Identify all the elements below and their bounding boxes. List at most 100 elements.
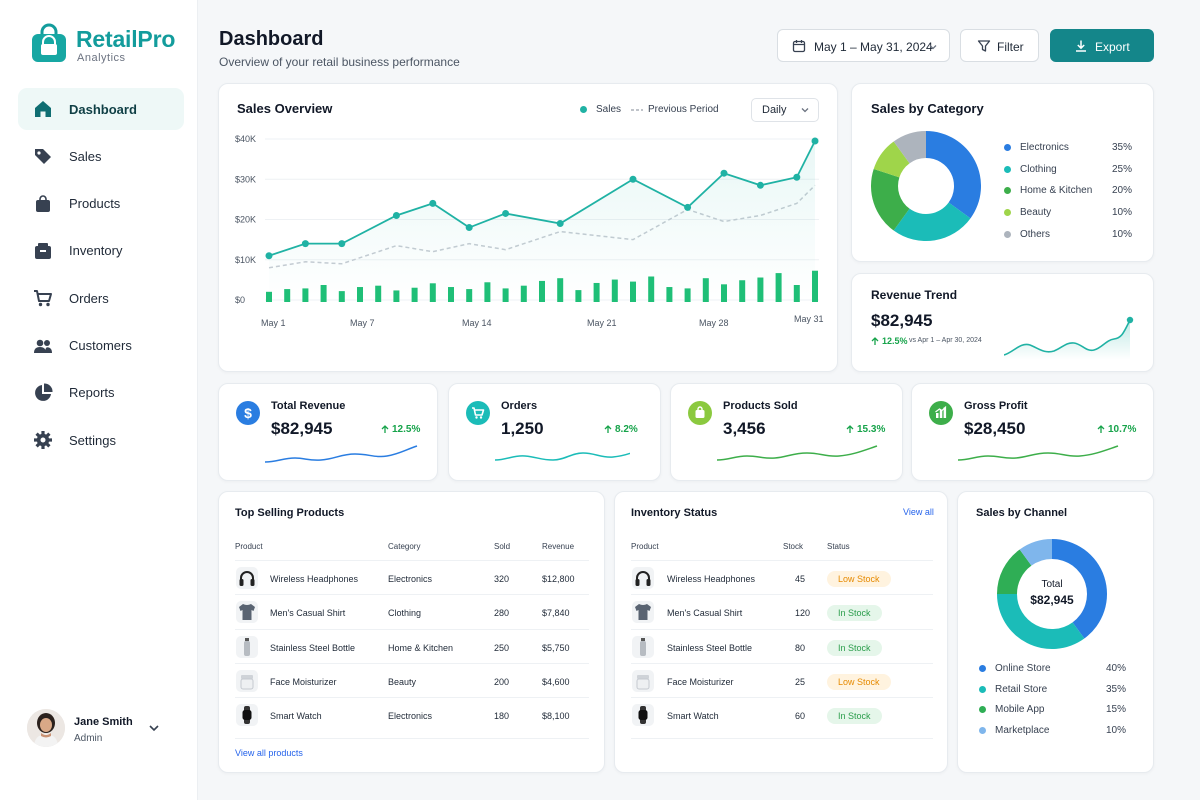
legend-previous: Previous Period — [631, 104, 719, 115]
stock-count: 45 — [795, 574, 806, 584]
kpi-label: Products Sold — [723, 400, 798, 412]
legend-previous-marker — [631, 108, 643, 111]
sales-point[interactable] — [793, 173, 801, 181]
sales-point[interactable] — [265, 252, 273, 260]
channel-slice-marketplace[interactable] — [1019, 539, 1052, 566]
product-revenue: $12,800 — [542, 574, 575, 584]
filter-label: Filter — [997, 40, 1024, 54]
kpi-card-products-sold: Products Sold 3,456 15.3% — [670, 383, 903, 481]
kpi-change: 12.5% — [381, 424, 420, 435]
kpi-change: 8.2% — [604, 424, 638, 435]
headphones-icon — [239, 571, 255, 586]
filter-button[interactable]: Filter — [960, 29, 1039, 62]
stock-count: 25 — [795, 676, 806, 687]
legend-marker — [1004, 209, 1011, 217]
sidebar-item-inventory[interactable]: Inventory — [18, 230, 184, 272]
table-row[interactable]: Men's Casual Shirt 120 In Stock — [615, 601, 949, 627]
table-row[interactable]: Stainless Steel Bottle 80 In Stock — [615, 635, 949, 662]
revenue-trend-title: Revenue Trend — [871, 288, 958, 302]
view-all-products-link[interactable]: View all products — [235, 748, 303, 758]
channel-percent: 15% — [1106, 704, 1127, 716]
sidebar-item-dashboard[interactable]: Dashboard — [18, 88, 184, 130]
sales-point[interactable] — [301, 240, 309, 248]
col-product: Product — [631, 542, 659, 551]
channel-slice-online-store[interactable] — [1052, 539, 1108, 639]
sales-point[interactable] — [629, 175, 637, 183]
kpi-value: 3,456 — [723, 419, 766, 438]
kpi-value: $28,450 — [964, 419, 1026, 438]
brand-name: RetailPro — [76, 26, 176, 52]
sales-point[interactable] — [684, 203, 692, 211]
inventory-box-icon — [35, 242, 51, 259]
channel-slice-retail-store[interactable] — [997, 594, 1085, 650]
table-row[interactable]: Face Moisturizer 25 Low Stock — [615, 669, 949, 696]
sales-by-channel-title: Sales by Channel — [976, 507, 1068, 519]
table-row[interactable]: Smart Watch Electronics 180 $8,100 — [219, 704, 606, 730]
sales-point[interactable] — [556, 220, 564, 228]
sparkline-path — [495, 452, 630, 461]
export-button[interactable]: Export — [1050, 29, 1154, 62]
product-thumbnail — [632, 635, 654, 658]
dollar-icon: $ — [236, 401, 260, 425]
page-title: Dashboard — [219, 28, 324, 50]
sales-point[interactable] — [811, 137, 819, 145]
sidebar-item-settings[interactable]: Settings — [18, 419, 184, 461]
date-range-picker[interactable]: May 1 – May 31, 2024 — [777, 29, 950, 62]
product-sold: 200 — [494, 676, 510, 687]
jar-icon — [240, 674, 254, 690]
sidebar-item-products[interactable]: Products — [18, 183, 184, 225]
sales-point[interactable] — [756, 181, 764, 189]
kpi-change-value: 8.2% — [615, 424, 638, 435]
arrow-up-icon — [846, 425, 854, 433]
sales-point[interactable] — [338, 240, 346, 248]
cart-icon — [34, 290, 52, 307]
category-slice-beauty[interactable] — [873, 141, 910, 178]
sidebar-item-orders[interactable]: Orders — [18, 277, 184, 319]
sales-point[interactable] — [429, 199, 437, 207]
row-divider — [235, 560, 589, 561]
table-row[interactable]: Wireless Headphones Electronics 320 $12,800 — [219, 567, 606, 593]
avatar[interactable] — [27, 709, 65, 747]
product-name: Wireless Headphones — [270, 574, 359, 584]
category-name: Others — [1020, 228, 1051, 240]
sidebar-item-customers[interactable]: Customers — [18, 325, 184, 367]
sidebar-item-sales[interactable]: Sales — [18, 135, 184, 177]
table-row[interactable]: Stainless Steel Bottle Home & Kitchen 250 $… — [219, 635, 606, 662]
table-row[interactable]: Wireless Headphones 45 Low Stock — [615, 567, 949, 593]
table-row[interactable]: Smart Watch 60 In Stock — [615, 704, 949, 730]
sales-point[interactable] — [392, 211, 400, 219]
sales-point[interactable] — [465, 224, 473, 232]
row-divider — [235, 594, 589, 596]
inventory-status-card: Inventory Status View all Product Stock … — [614, 491, 948, 773]
user-role: Admin — [74, 733, 103, 744]
kpi-change-value: 10.7% — [1108, 424, 1137, 435]
sidebar-item-label: Sales — [69, 148, 102, 164]
sales-line — [268, 140, 816, 257]
category-slice-electronics[interactable] — [926, 131, 981, 219]
sales-point[interactable] — [502, 209, 510, 217]
product-name: Face Moisturizer — [270, 676, 337, 687]
category-slice-home-kitchen[interactable] — [871, 169, 910, 231]
row-divider — [631, 662, 933, 664]
calendar-icon — [792, 39, 806, 56]
product-sold: 280 — [494, 608, 510, 619]
col-category: Category — [388, 542, 421, 551]
channel-slice-mobile-app[interactable] — [997, 549, 1032, 595]
period-select[interactable]: Daily — [751, 98, 819, 122]
sales-overview-title: Sales Overview — [237, 101, 333, 116]
x-tick-label: May 14 — [462, 318, 492, 328]
table-row[interactable]: Face Moisturizer Beauty 200 $4,600 — [219, 669, 606, 696]
table-row[interactable]: Men's Casual Shirt Clothing 280 $7,840 — [219, 601, 606, 627]
category-name: Clothing — [1020, 163, 1057, 175]
category-slice-clothing[interactable] — [893, 202, 971, 242]
top-selling-products-card: Top Selling Products Product Category So… — [218, 491, 605, 773]
sales-point[interactable] — [720, 169, 728, 177]
revenue-trend-value: $82,945 — [871, 311, 933, 330]
y-tick-label: $40K — [235, 134, 256, 144]
category-slice-others[interactable] — [893, 131, 926, 164]
channel-percent: 35% — [1106, 683, 1127, 695]
sales-line-chart: $0 $10K $20K $30K $40K May 1 May 7 May 14 May 21… — [235, 134, 824, 328]
sidebar-item-reports[interactable]: Reports — [18, 372, 184, 414]
chevron-down-icon[interactable] — [148, 721, 160, 733]
inventory-view-all-link[interactable]: View all — [903, 507, 934, 517]
